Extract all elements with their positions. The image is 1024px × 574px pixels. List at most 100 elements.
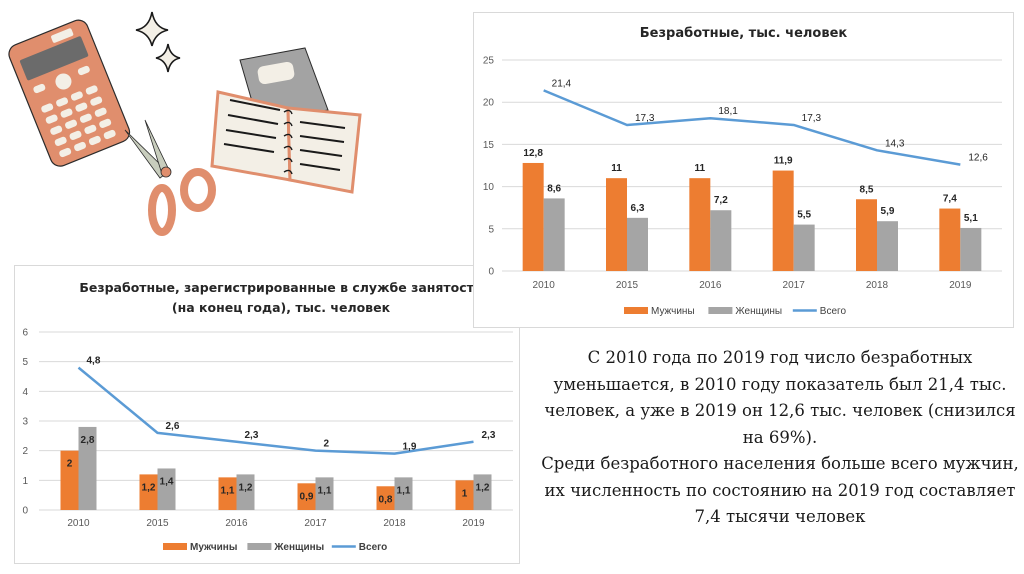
bar-men xyxy=(297,483,316,510)
data-label: 14,3 xyxy=(885,138,905,149)
line-total xyxy=(543,89,961,166)
bar-men xyxy=(772,170,794,271)
y-tick-label: 0 xyxy=(22,506,28,517)
bar-women xyxy=(793,224,815,271)
bar-men xyxy=(689,178,711,271)
bar-women xyxy=(877,221,898,271)
data-label: 2,3 xyxy=(245,430,259,441)
legend-label: Мужчины xyxy=(651,306,695,317)
data-label: 18,1 xyxy=(718,106,738,117)
legend-label: Женщины xyxy=(735,306,782,317)
y-tick-label: 20 xyxy=(483,98,495,109)
data-label: 1,4 xyxy=(160,476,174,487)
data-label: 8,6 xyxy=(547,183,561,194)
calculator-icon xyxy=(8,19,131,167)
bar-women xyxy=(157,468,176,510)
y-tick-label: 2 xyxy=(22,446,28,457)
data-label: 11 xyxy=(695,163,706,174)
line-total xyxy=(77,366,474,455)
data-label: 5,5 xyxy=(797,210,811,221)
summary-text: С 2010 года по 2019 год число безработны… xyxy=(540,345,1020,531)
data-label: 4,8 xyxy=(87,356,101,367)
legend-swatch xyxy=(624,307,648,314)
y-tick-label: 5 xyxy=(22,357,28,368)
unemployed-chart: Безработные, тыс. человек 0 5 10 15 20 25 2010… xyxy=(473,12,1014,328)
data-label: 17,3 xyxy=(635,113,655,124)
notebook-icon xyxy=(210,47,362,194)
data-label: 1,9 xyxy=(403,442,417,453)
bar-women xyxy=(960,227,982,271)
data-label: 7,2 xyxy=(714,195,728,206)
y-tick-label: 5 xyxy=(488,224,494,235)
x-tick-label: 2016 xyxy=(225,518,248,529)
bar-women xyxy=(236,474,255,510)
legend: Мужчины Женщины Всего xyxy=(163,542,387,553)
y-tick-label: 0 xyxy=(488,267,494,278)
sparkle-icon xyxy=(135,11,181,73)
x-tick-label: 2010 xyxy=(533,280,556,291)
legend-item: Мужчины xyxy=(163,542,237,553)
legend-item: Женщины xyxy=(708,306,782,317)
data-label: 12,6 xyxy=(968,153,988,164)
data-label: 0,9 xyxy=(300,491,314,502)
legend: Мужчины Женщины Всего xyxy=(624,306,846,317)
data-label: 12,8 xyxy=(523,148,543,159)
bar-women xyxy=(710,210,732,271)
bar-men xyxy=(939,208,961,271)
registered-unemployed-chart: Безработные, зарегистрированные в службе… xyxy=(14,265,520,564)
legend-swatch xyxy=(708,307,733,314)
chart-plot: 0 1 2 3 4 5 6 2010 2015 2016 2017 2018 2019 2 1,2 1,1 0,… xyxy=(22,328,513,553)
data-label: 2,6 xyxy=(166,421,180,432)
data-label: 11 xyxy=(611,163,622,174)
legend-swatch xyxy=(247,543,272,550)
chart-title: Безработные, тыс. человек xyxy=(639,26,848,41)
summary-paragraph-2: Среди безработного населения больше всег… xyxy=(541,454,1019,526)
legend-item: Всего xyxy=(792,306,847,317)
x-tick-label: 2018 xyxy=(383,518,406,529)
chart-title: Безработные, зарегистрированные в службе… xyxy=(55,278,507,318)
legend-label: Всего xyxy=(820,306,847,317)
y-tick-label: 15 xyxy=(483,140,495,151)
y-tick-label: 1 xyxy=(22,476,28,487)
y-tick-label: 25 xyxy=(483,56,495,67)
bar-women xyxy=(394,477,413,510)
data-label: 17,3 xyxy=(802,113,822,124)
data-label: 1,2 xyxy=(239,482,253,493)
x-tick-label: 2010 xyxy=(67,518,90,529)
y-tick-label: 10 xyxy=(483,182,495,193)
summary-paragraph-1: С 2010 года по 2019 год число безработны… xyxy=(544,348,1016,447)
legend-item: Женщины xyxy=(247,542,324,553)
data-label: 6,3 xyxy=(631,203,645,214)
bar-men xyxy=(606,178,627,271)
data-label: 1,1 xyxy=(221,485,235,496)
data-label: 1,1 xyxy=(397,485,411,496)
bar-men xyxy=(60,450,79,510)
x-tick-label: 2018 xyxy=(866,280,889,291)
data-label: 2,8 xyxy=(81,435,95,446)
x-tick-label: 2016 xyxy=(699,280,722,291)
bar-men xyxy=(455,480,474,510)
illustration xyxy=(8,11,362,236)
data-label: 1,2 xyxy=(142,482,156,493)
data-label: 21,4 xyxy=(552,78,572,89)
scissors-icon xyxy=(124,119,216,236)
bar-men xyxy=(376,486,395,510)
legend-label: Мужчины xyxy=(190,542,237,553)
data-label: 0,8 xyxy=(379,494,393,505)
y-tick-label: 6 xyxy=(22,328,28,339)
bar-men xyxy=(139,474,158,510)
chart-plot: 0 5 10 15 20 25 2010 2015 2016 2017 2018 2019 12,8 11… xyxy=(483,56,1002,317)
x-tick-label: 2019 xyxy=(949,280,972,291)
x-tick-label: 2017 xyxy=(304,518,327,529)
bar-women xyxy=(473,474,492,510)
bar-women xyxy=(315,477,334,510)
data-label: 8,5 xyxy=(860,184,874,195)
legend-label: Женщины xyxy=(273,542,324,553)
data-label: 7,4 xyxy=(943,194,957,205)
y-tick-label: 3 xyxy=(22,417,28,428)
x-tick-label: 2015 xyxy=(616,280,639,291)
data-label: 5,9 xyxy=(881,206,895,217)
bar-women xyxy=(543,198,565,271)
bar-women xyxy=(78,426,97,510)
data-label: 5,1 xyxy=(964,213,978,224)
